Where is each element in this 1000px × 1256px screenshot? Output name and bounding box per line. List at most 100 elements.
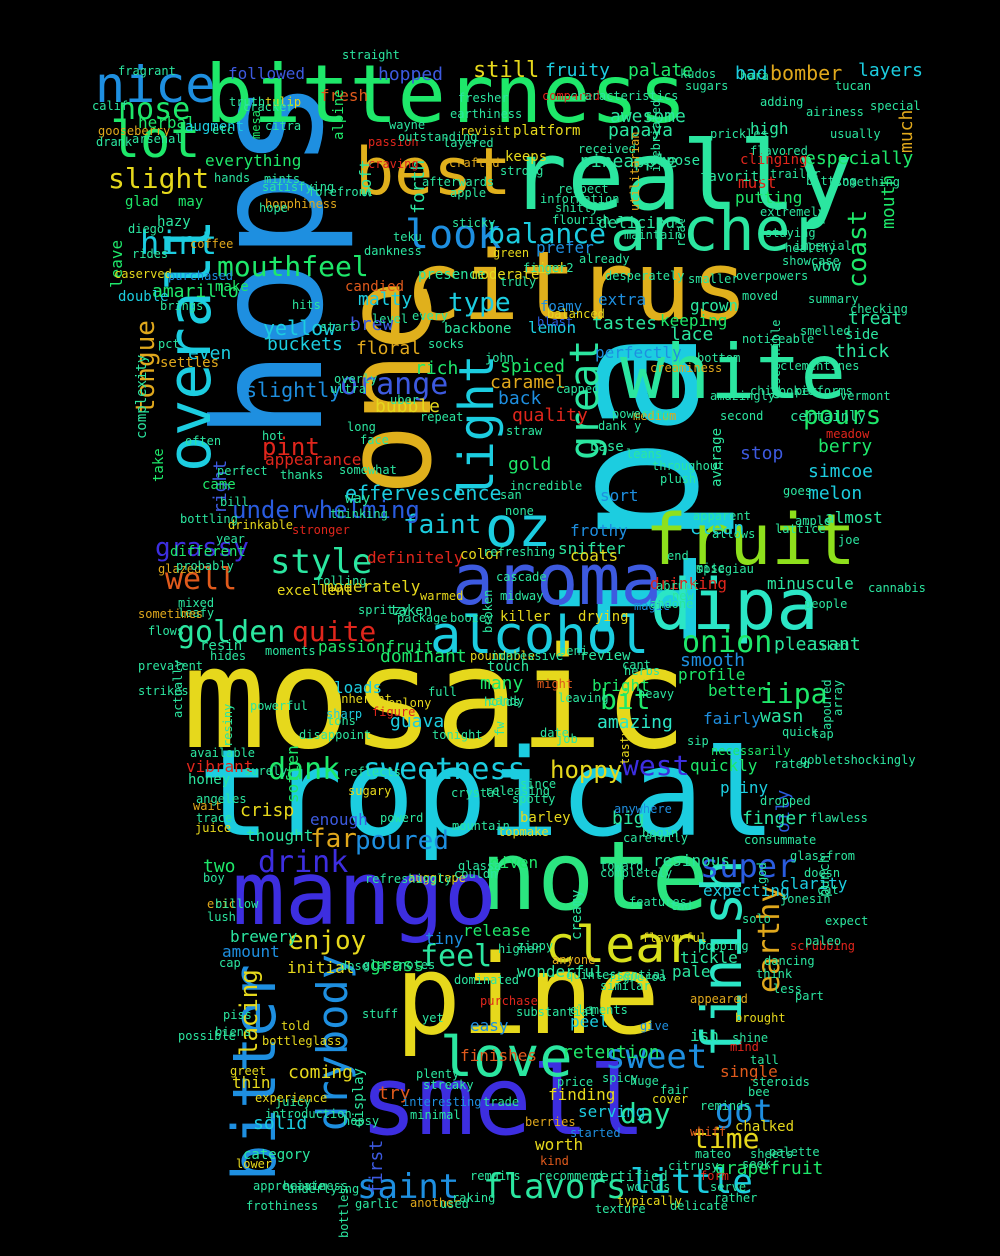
cloud-word: clarity: [780, 874, 848, 893]
cloud-word: since: [520, 777, 557, 791]
cloud-word: juicy: [275, 1095, 312, 1109]
cloud-word: maintain: [624, 228, 682, 242]
cloud-word: steroids: [752, 1075, 810, 1089]
cloud-word: bitterness: [205, 48, 687, 141]
cloud-word: glazed: [158, 562, 202, 576]
cloud-word: face: [360, 433, 389, 447]
cloud-word: serving: [578, 1102, 646, 1121]
cloud-word: sort: [600, 486, 639, 505]
cloud-word: loads: [334, 678, 383, 697]
cloud-word: eric: [207, 897, 236, 911]
cloud-word: certified: [592, 1169, 668, 1185]
cloud-word: make: [215, 279, 249, 295]
cloud-word: throughout: [652, 459, 725, 473]
cloud-word: poundable: [470, 649, 536, 663]
cloud-word: information: [540, 192, 620, 206]
cloud-word: coming: [288, 1062, 354, 1083]
cloud-word: rated: [774, 757, 811, 771]
cloud-word: ample: [795, 514, 832, 528]
cloud-word: creaminess: [650, 361, 723, 375]
cloud-word: coffee: [190, 237, 234, 251]
cloud-word: feel: [420, 939, 493, 974]
cloud-word: adding: [760, 95, 804, 109]
cloud-word: package: [397, 611, 448, 625]
cloud-word: respect: [558, 182, 609, 196]
cloud-word: ultra: [330, 382, 367, 396]
cloud-word: performs: [795, 384, 853, 398]
cloud-word: reminds: [700, 1099, 751, 1113]
cloud-word: overly: [334, 372, 378, 386]
cloud-word: doesn: [804, 866, 841, 880]
cloud-word: quite: [292, 615, 377, 648]
cloud-word: initial: [287, 958, 355, 977]
cloud-word: typically: [617, 1194, 683, 1208]
cloud-word: buckets: [267, 334, 343, 355]
cloud-word: sharp: [326, 707, 363, 721]
cloud-word: tiny: [425, 929, 464, 948]
cloud-word: nice: [95, 56, 216, 114]
cloud-word: clean: [690, 518, 745, 539]
cloud-word: soften: [283, 745, 302, 803]
cloud-word: orange: [340, 367, 449, 402]
cloud-word: plenty: [416, 1067, 460, 1081]
cloud-word: introduction: [265, 1107, 352, 1121]
cloud-word: hoppy: [550, 756, 623, 784]
cloud-word: imperial: [794, 239, 852, 253]
cloud-word: angeles: [196, 792, 247, 806]
cloud-word: berry: [818, 436, 873, 457]
cloud-word: solo: [742, 912, 771, 926]
cloud-word: treat: [848, 308, 903, 329]
cloud-word: people: [804, 597, 848, 611]
cloud-word: huge: [630, 1074, 659, 1088]
cloud-word: brings: [160, 299, 204, 313]
cloud-word: style: [270, 542, 373, 582]
cloud-word: alpine: [331, 89, 347, 140]
cloud-word: especially: [805, 148, 914, 169]
cloud-word: followed: [228, 64, 306, 83]
cloud-word: excellent: [277, 583, 353, 599]
cloud-word: satisfying: [262, 180, 335, 194]
cloud-word: shitty: [555, 201, 599, 215]
cloud-word: bright: [592, 676, 650, 695]
cloud-word: hint: [140, 224, 218, 262]
cloud-word: settles: [160, 355, 220, 371]
cloud-word: grown: [690, 296, 739, 315]
cloud-word: liked: [812, 639, 849, 653]
cloud-word: recommend: [538, 1169, 604, 1183]
cloud-word: better: [708, 681, 766, 700]
cloud-word: way: [345, 491, 371, 507]
cloud-word: many: [480, 673, 524, 694]
cloud-word: scrubbing: [790, 939, 856, 953]
cloud-word: berries: [525, 1115, 576, 1129]
cloud-word: seni: [559, 644, 588, 658]
cloud-word: floral: [356, 338, 422, 359]
cloud-word: appeared: [690, 992, 748, 1006]
cloud-word: effervescence: [345, 481, 502, 505]
cloud-word: sometimes: [138, 607, 204, 621]
cloud-word: really: [510, 122, 854, 232]
cloud-word: cat: [817, 883, 839, 897]
cloud-word: dominant: [380, 646, 467, 667]
cloud-word: double: [118, 289, 169, 305]
cloud-word: substantial: [516, 1005, 596, 1019]
cloud-word: quality: [512, 405, 588, 426]
cloud-word: enough: [310, 810, 368, 829]
cloud-word: two: [203, 856, 236, 877]
cloud-word: brought: [735, 1011, 786, 1025]
cloud-word: barley: [520, 810, 571, 826]
cloud-word: balance: [488, 217, 607, 250]
cloud-word: leafy: [178, 606, 215, 620]
cloud-word: expect: [825, 914, 869, 928]
cloud-word: refreshing: [483, 545, 556, 559]
cloud-word: probably: [176, 559, 234, 573]
cloud-word: amazing: [597, 712, 673, 733]
cloud-word: dose: [340, 959, 369, 973]
cloud-word: year: [216, 532, 245, 546]
cloud-word: keeps: [505, 149, 548, 165]
cloud-word: staying: [765, 226, 816, 240]
cloud-word: healthy: [785, 241, 836, 255]
cloud-word: something: [835, 175, 901, 189]
cloud-word: might: [537, 677, 574, 691]
cloud-word: base: [590, 439, 624, 455]
cloud-word: misc: [696, 561, 725, 575]
